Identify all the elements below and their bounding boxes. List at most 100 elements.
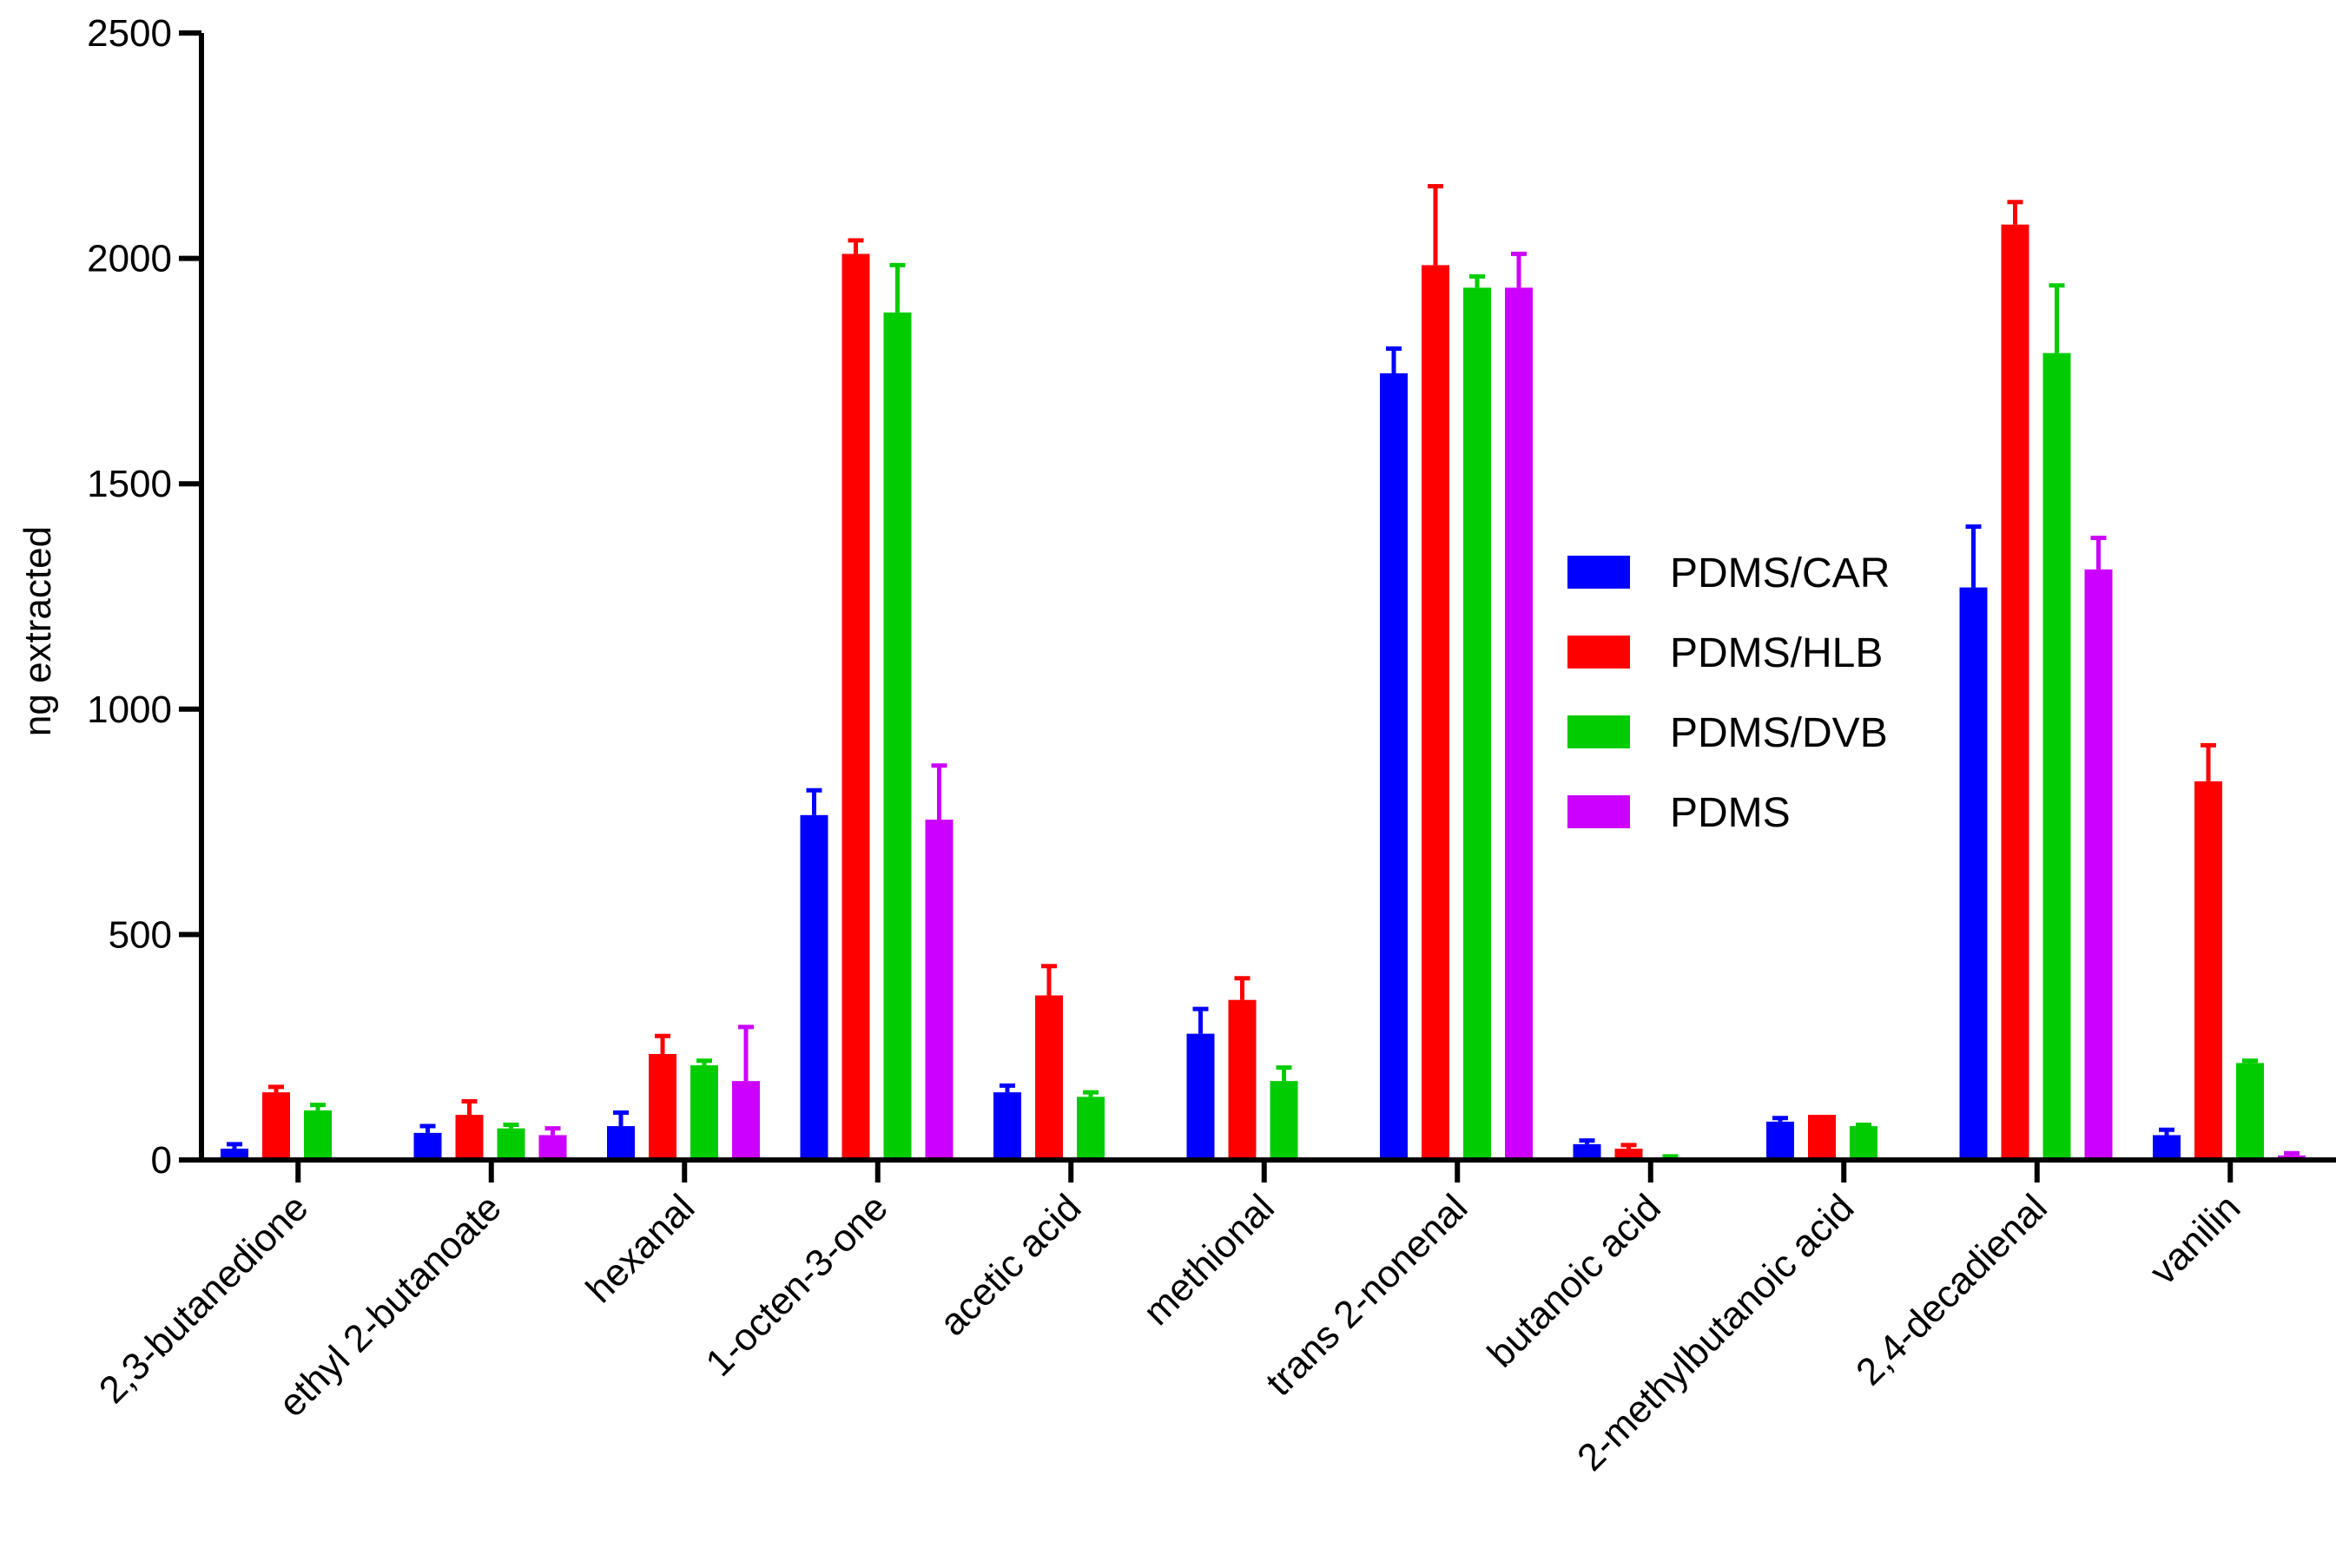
bar-pdms-car-hexanal (607, 1126, 635, 1160)
y-axis-title: ng extracted (16, 526, 59, 736)
bar-pdms-dvb-2-3-butanedione (304, 1110, 332, 1160)
bar-pdms-dvb-methional (1270, 1081, 1298, 1160)
error-bar-pdms-car-2-methylbutanoic-acid (1772, 1116, 1788, 1122)
error-bar-pdms-hlb-hexanal (655, 1033, 670, 1054)
error-bar-pdms-hexanal (738, 1024, 754, 1082)
bar-pdms-car-trans-2-nonenal (1380, 372, 1408, 1161)
error-bar-pdms-car-hexanal (613, 1110, 629, 1127)
error-bar-pdms-car-2-4-decadienal (1965, 524, 1982, 588)
bar-pdms-hlb-butanoic-acid (1614, 1149, 1643, 1160)
bar-pdms-car-1-octen-3-one (800, 814, 828, 1160)
error-bar-pdms-trans-2-nonenal (1511, 251, 1527, 288)
error-bar-pdms-car-trans-2-nonenal (1386, 346, 1402, 373)
x-tick-label-2-4-decadienal: 2,4-decadienal (1848, 1186, 2056, 1393)
bar-pdms-dvb-1-octen-3-one (883, 312, 912, 1160)
error-bar-pdms-dvb-2-methylbutanoic-acid (1856, 1123, 1871, 1128)
error-bar-pdms-car-methional (1192, 1006, 1209, 1034)
x-tick-label-1-octen-3-one: 1-octen-3-one (697, 1186, 895, 1384)
bar-pdms-car-ethyl-2-butanoate (413, 1132, 442, 1160)
bar-pdms-car-2-3-butanedione (221, 1149, 248, 1160)
bar-pdms-dvb-acetic-acid (1077, 1097, 1105, 1160)
y-tick-label-1000: 1000 (87, 688, 172, 731)
x-tick-label-2-3-butanedione: 2,3-butanedione (91, 1186, 317, 1412)
y-tick-label-2500: 2500 (87, 12, 172, 55)
error-bar-pdms-hlb-2-3-butanedione (268, 1084, 284, 1093)
legend-label-pdms-car: PDMS/CAR (1670, 550, 1890, 596)
bar-pdms-car-butanoic-acid (1573, 1143, 1601, 1160)
y-axis-ticks: 0 500 1000 1500 2000 2500 (87, 12, 201, 1182)
bar-pdms-dvb-vanilin (2236, 1063, 2264, 1160)
bar-marks (221, 224, 2306, 1161)
error-bar-pdms-hlb-butanoic-acid (1620, 1143, 1637, 1150)
error-bar-pdms-hlb-methional (1234, 976, 1250, 1000)
x-tick-label-acetic-acid: acetic acid (932, 1186, 1090, 1344)
bar-pdms-dvb-2-methylbutanoic-acid (1850, 1126, 1877, 1160)
bar-pdms-car-2-methylbutanoic-acid (1766, 1121, 1794, 1160)
error-bar-pdms-hlb-trans-2-nonenal (1428, 184, 1443, 266)
error-bar-pdms-dvb-vanilin (2242, 1058, 2258, 1064)
x-tick-label-vanilin: vanilin (2141, 1186, 2248, 1293)
bar-pdms-dvb-ethyl-2-butanoate (497, 1128, 525, 1160)
y-tick-label-1500: 1500 (87, 463, 172, 505)
error-bar-pdms-2-4-decadienal (2090, 536, 2107, 570)
legend-swatch-pdms-hlb (1567, 636, 1630, 669)
bar-pdms-hlb-1-octen-3-one (841, 254, 870, 1161)
legend-label-pdms-hlb: PDMS/HLB (1670, 630, 1883, 676)
error-bar-pdms-hlb-2-4-decadienal (2007, 200, 2023, 225)
legend-item-pdms: PDMS (1567, 790, 1791, 836)
bar-pdms-hlb-2-3-butanedione (262, 1092, 290, 1160)
legend-label-pdms: PDMS (1670, 790, 1791, 836)
error-bar-pdms-car-butanoic-acid (1579, 1138, 1595, 1144)
error-bar-pdms-hlb-ethyl-2-butanoate (461, 1099, 478, 1116)
bar-pdms-car-2-4-decadienal (1959, 587, 1988, 1160)
bar-pdms-hlb-methional (1228, 999, 1257, 1160)
bar-pdms-dvb-hexanal (690, 1064, 718, 1160)
legend-swatch-pdms (1567, 795, 1630, 828)
error-bar-pdms-ethyl-2-butanoate (544, 1126, 561, 1136)
bar-pdms-ethyl-2-butanoate (538, 1135, 567, 1160)
legend-item-pdms-car: PDMS/CAR (1567, 550, 1890, 596)
error-bar-marks (227, 184, 2300, 1159)
error-bar-pdms-dvb-2-3-butanedione (310, 1103, 326, 1110)
error-bar-pdms-dvb-1-octen-3-one (889, 262, 906, 313)
bar-pdms-car-methional (1186, 1033, 1215, 1160)
y-tick-label-500: 500 (109, 913, 172, 956)
x-tick-label-trans-2-nonenal: trans 2-nonenal (1257, 1186, 1475, 1404)
legend-swatch-pdms-dvb (1567, 715, 1630, 748)
error-bar-pdms-hlb-1-octen-3-one (848, 238, 864, 254)
error-bar-pdms-dvb-acetic-acid (1083, 1090, 1099, 1097)
error-bar-pdms-car-1-octen-3-one (806, 787, 822, 815)
legend-item-pdms-dvb: PDMS/DVB (1567, 710, 1888, 756)
bar-pdms-dvb-trans-2-nonenal (1463, 287, 1491, 1160)
bar-pdms-hlb-vanilin (2194, 781, 2222, 1160)
bar-pdms-hlb-2-4-decadienal (2001, 224, 2029, 1160)
error-bar-pdms-vanilin (2284, 1150, 2300, 1156)
error-bar-pdms-dvb-2-4-decadienal (2049, 283, 2065, 353)
bar-pdms-hlb-acetic-acid (1035, 995, 1063, 1160)
x-tick-label-butanoic-acid: butanoic acid (1480, 1186, 1669, 1375)
bar-pdms-1-octen-3-one (925, 820, 954, 1160)
bar-pdms-hlb-trans-2-nonenal (1422, 265, 1449, 1161)
x-tick-label-hexanal: hexanal (578, 1186, 703, 1311)
bar-pdms-hlb-hexanal (649, 1053, 676, 1160)
bar-pdms-car-vanilin (2153, 1135, 2181, 1160)
error-bar-pdms-car-2-3-butanedione (227, 1142, 242, 1150)
bar-pdms-hexanal (732, 1081, 760, 1160)
error-bar-pdms-car-vanilin (2159, 1127, 2174, 1136)
legend-swatch-pdms-car (1567, 556, 1630, 589)
error-bar-pdms-dvb-ethyl-2-butanoate (503, 1123, 519, 1129)
error-bar-pdms-hlb-vanilin (2201, 742, 2216, 781)
legend: PDMS/CAR PDMS/HLB PDMS/DVB PDMS (1567, 550, 1890, 836)
error-bar-pdms-car-acetic-acid (1000, 1083, 1015, 1093)
bar-pdms-2-4-decadienal (2084, 569, 2113, 1160)
error-bar-pdms-dvb-hexanal (696, 1058, 712, 1065)
error-bar-pdms-dvb-trans-2-nonenal (1469, 273, 1485, 288)
bar-pdms-hlb-2-methylbutanoic-acid (1808, 1115, 1836, 1160)
error-bar-pdms-1-octen-3-one (931, 763, 947, 820)
error-bar-pdms-car-ethyl-2-butanoate (419, 1123, 436, 1133)
y-tick-label-0: 0 (151, 1139, 172, 1182)
y-tick-label-2000: 2000 (87, 238, 172, 280)
legend-label-pdms-dvb: PDMS/DVB (1670, 710, 1888, 756)
